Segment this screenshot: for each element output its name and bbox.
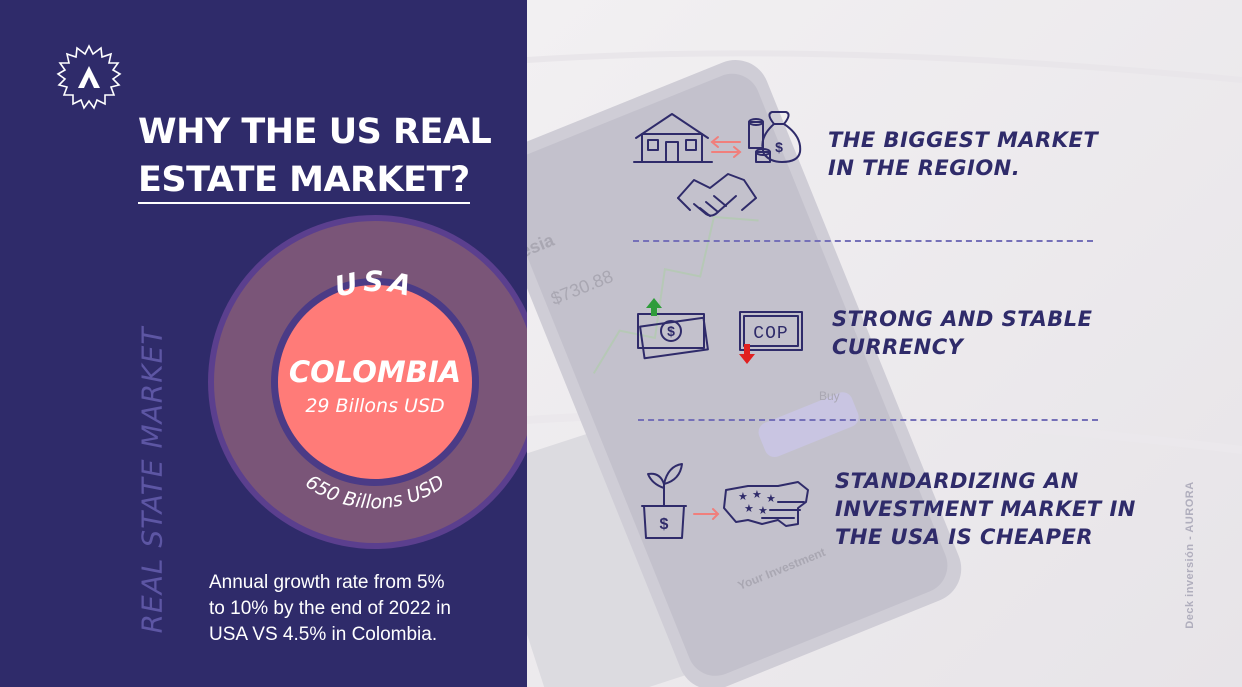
growth-note-line-1: Annual growth rate from 5% [209,572,445,593]
phone-photo: esia $730.88 Buy Your Investment [527,0,1242,687]
svg-text:★: ★ [752,488,762,501]
inner-value-colombia: 29 Billons USD [305,395,444,417]
svg-text:USA: USA [332,265,419,304]
feature-1-text: THE BIGGEST MARKET IN THE REGION. [828,126,1098,182]
phone-buy-label: Buy [819,389,840,403]
svg-text:$: $ [775,139,783,155]
growth-note: Annual growth rate from 5% to 10% by the… [209,570,509,648]
side-caption: Deck inversión - AURORA [1184,481,1196,629]
svg-text:★: ★ [744,502,754,515]
vertical-section-label: REAL STATE MARKET [135,326,169,634]
title-line-2: ESTATE MARKET? [138,158,470,204]
feature-1-line-1: THE BIGGEST MARKET [828,128,1099,152]
aurora-logo-icon [56,44,122,110]
title-line-1: WHY THE US REAL [138,112,492,152]
svg-text:★: ★ [738,490,748,503]
feature-2-icons: $ COP [637,298,803,364]
feature-3-line-2: INVESTMENT MARKET IN [835,497,1136,521]
inner-label-colombia: COLOMBIA [289,355,461,389]
growth-note-line-2: to 10% by the end of 2022 in [209,598,451,619]
feature-3-icons: $ ★ ★ ★ ★ ★ [641,463,809,539]
svg-text:$: $ [660,516,669,533]
feature-2-text: STRONG AND STABLE CURRENCY [832,305,1092,361]
arrow-up-icon [646,298,662,316]
cop-bill-icon [739,311,803,351]
market-size-diagram: USA 650 Billons USD COLOMBIA 29 Billons … [208,215,527,549]
left-panel: WHY THE US REAL ESTATE MARKET? REAL STAT… [0,0,527,687]
outer-label-usa: USA [332,265,415,304]
arrow-down-icon [739,344,755,364]
svg-text:★: ★ [766,492,776,505]
plant-pot-icon [641,463,687,539]
background-photo: esia $730.88 Buy Your Investment [527,0,1242,687]
feature-1-icons: $ [633,111,802,217]
svg-text:$: $ [667,323,675,339]
handshake-icon [677,173,757,217]
divider-2 [638,419,1098,421]
feature-3-line-1: STANDARDIZING AN [835,469,1079,493]
feature-3-line-3: THE USA IS CHEAPER [835,525,1094,549]
page-title: WHY THE US REAL ESTATE MARKET? [138,108,527,204]
house-icon [633,113,713,163]
feature-2-line-1: STRONG AND STABLE [832,307,1093,331]
money-bag-icon [748,111,802,163]
divider-1 [633,240,1093,242]
inner-circle-colombia [278,285,472,479]
cop-label: COP [753,324,788,344]
svg-text:★: ★ [758,504,768,517]
feature-3-text: STANDARDIZING AN INVESTMENT MARKET IN TH… [835,467,1136,551]
usa-map-icon [723,481,809,527]
feature-1-line-2: IN THE REGION. [828,156,1021,180]
arrow-right-icon [693,508,720,520]
dollar-bill-icon [637,313,709,360]
exchange-arrows-icon [710,136,742,158]
growth-note-line-3: USA VS 4.5% in Colombia. [209,624,438,645]
feature-2-line-2: CURRENCY [832,335,964,359]
